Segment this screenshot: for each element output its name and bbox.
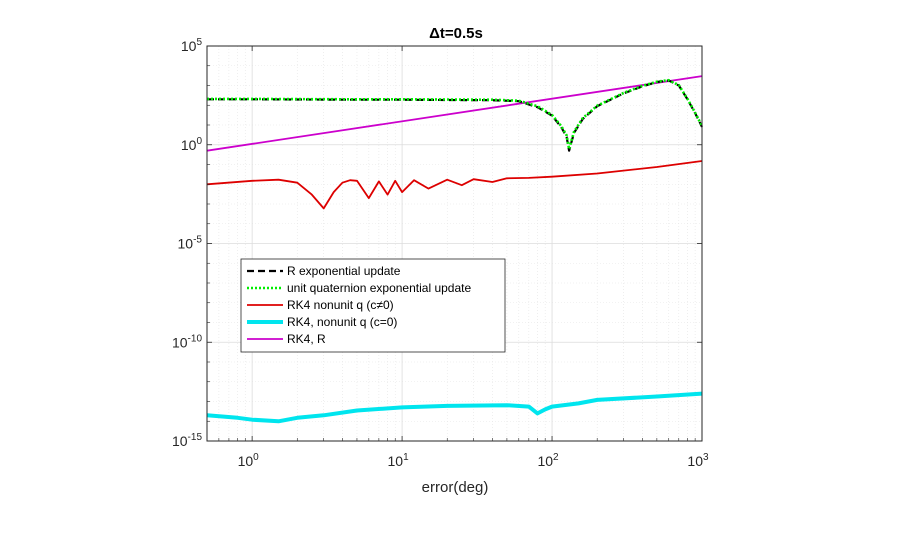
legend: R exponential update unit quaternion expo…	[240, 258, 506, 353]
x-tick-label: 102	[537, 452, 559, 469]
series-line-4	[206, 75, 703, 152]
legend-label: R exponential update	[287, 264, 401, 278]
legend-label: RK4 nonunit q (c≠0)	[287, 298, 394, 312]
x-tick-label: 101	[388, 452, 410, 469]
y-tick-label: 100	[181, 136, 203, 153]
y-tick-label: 10-5	[178, 235, 203, 252]
legend-label: RK4, R	[287, 332, 326, 346]
y-tick-label: 10-10	[172, 333, 202, 350]
legend-label: RK4, nonunit q (c=0)	[287, 315, 397, 329]
series-line-0	[207, 79, 703, 152]
series-line-2	[206, 160, 703, 210]
y-tick-label: 105	[181, 37, 203, 54]
series-line-3	[206, 391, 703, 424]
x-axis-label: error(deg)	[422, 479, 489, 496]
series-lines	[206, 75, 704, 424]
x-tick-labels: 100 101 102 103	[238, 452, 709, 469]
chart-title: Δt=0.5s	[429, 25, 483, 42]
x-tick-label: 103	[687, 452, 709, 469]
series-line-1	[207, 78, 704, 151]
legend-label: unit quaternion exponential update	[287, 281, 471, 295]
y-tick-label: 10-15	[172, 432, 202, 449]
x-tick-label: 100	[238, 452, 260, 469]
axis-ticks	[206, 45, 703, 442]
legend-box	[240, 258, 506, 353]
y-tick-labels: 105 100 10-5 10-10 10-15	[172, 37, 202, 449]
